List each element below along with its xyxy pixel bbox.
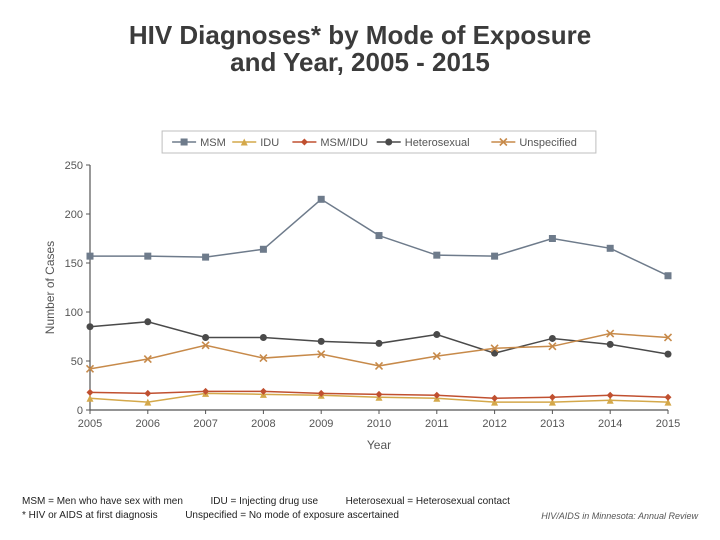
chart-container: 0 50 100 150 200 250 2005 2006 2007 2008 2009 2010 2… bbox=[40, 125, 680, 455]
svg-text:2006: 2006 bbox=[136, 418, 160, 430]
title-line-1: HIV Diagnoses* by Mode of Exposure bbox=[129, 20, 591, 50]
svg-text:2013: 2013 bbox=[540, 418, 564, 430]
footnote-asterisk: * HIV or AIDS at first diagnosis bbox=[22, 510, 158, 521]
svg-text:2008: 2008 bbox=[251, 418, 275, 430]
svg-text:200: 200 bbox=[65, 209, 83, 221]
svg-text:2015: 2015 bbox=[656, 418, 680, 430]
svg-text:2005: 2005 bbox=[78, 418, 102, 430]
footnote-msm: MSM = Men who have sex with men bbox=[22, 496, 183, 507]
svg-text:150: 150 bbox=[65, 258, 83, 270]
svg-text:100: 100 bbox=[65, 307, 83, 319]
footnote-row-1: MSM = Men who have sex with men IDU = In… bbox=[22, 495, 698, 509]
svg-text:MSM: MSM bbox=[200, 137, 226, 149]
svg-text:2010: 2010 bbox=[367, 418, 391, 430]
source-citation: HIV/AIDS in Minnesota: Annual Review bbox=[541, 510, 698, 522]
footnote-idu: IDU = Injecting drug use bbox=[210, 496, 318, 507]
svg-text:Heterosexual: Heterosexual bbox=[405, 137, 470, 149]
svg-text:50: 50 bbox=[71, 356, 83, 368]
footnote-row-2: * HIV or AIDS at first diagnosis Unspeci… bbox=[22, 509, 698, 523]
slide: HIV Diagnoses* by Mode of Exposure and Y… bbox=[0, 0, 720, 540]
line-chart: 0 50 100 150 200 250 2005 2006 2007 2008 2009 2010 2… bbox=[40, 125, 680, 455]
svg-text:IDU: IDU bbox=[260, 137, 279, 149]
svg-text:2009: 2009 bbox=[309, 418, 333, 430]
footnotes: MSM = Men who have sex with men IDU = In… bbox=[22, 495, 698, 522]
svg-text:250: 250 bbox=[65, 160, 83, 172]
svg-text:2011: 2011 bbox=[425, 418, 449, 430]
footnote-het: Heterosexual = Heterosexual contact bbox=[346, 496, 510, 507]
svg-text:MSM/IDU: MSM/IDU bbox=[320, 137, 368, 149]
svg-text:Unspecified: Unspecified bbox=[519, 137, 576, 149]
svg-text:Year: Year bbox=[367, 438, 391, 452]
svg-text:2012: 2012 bbox=[482, 418, 506, 430]
svg-text:2014: 2014 bbox=[598, 418, 622, 430]
slide-title: HIV Diagnoses* by Mode of Exposure and Y… bbox=[0, 22, 720, 77]
svg-text:0: 0 bbox=[77, 405, 83, 417]
svg-text:Number of Cases: Number of Cases bbox=[43, 241, 57, 334]
title-line-2: and Year, 2005 - 2015 bbox=[230, 47, 490, 77]
svg-text:2007: 2007 bbox=[193, 418, 217, 430]
footnote-unspecified: Unspecified = No mode of exposure ascert… bbox=[185, 510, 399, 521]
